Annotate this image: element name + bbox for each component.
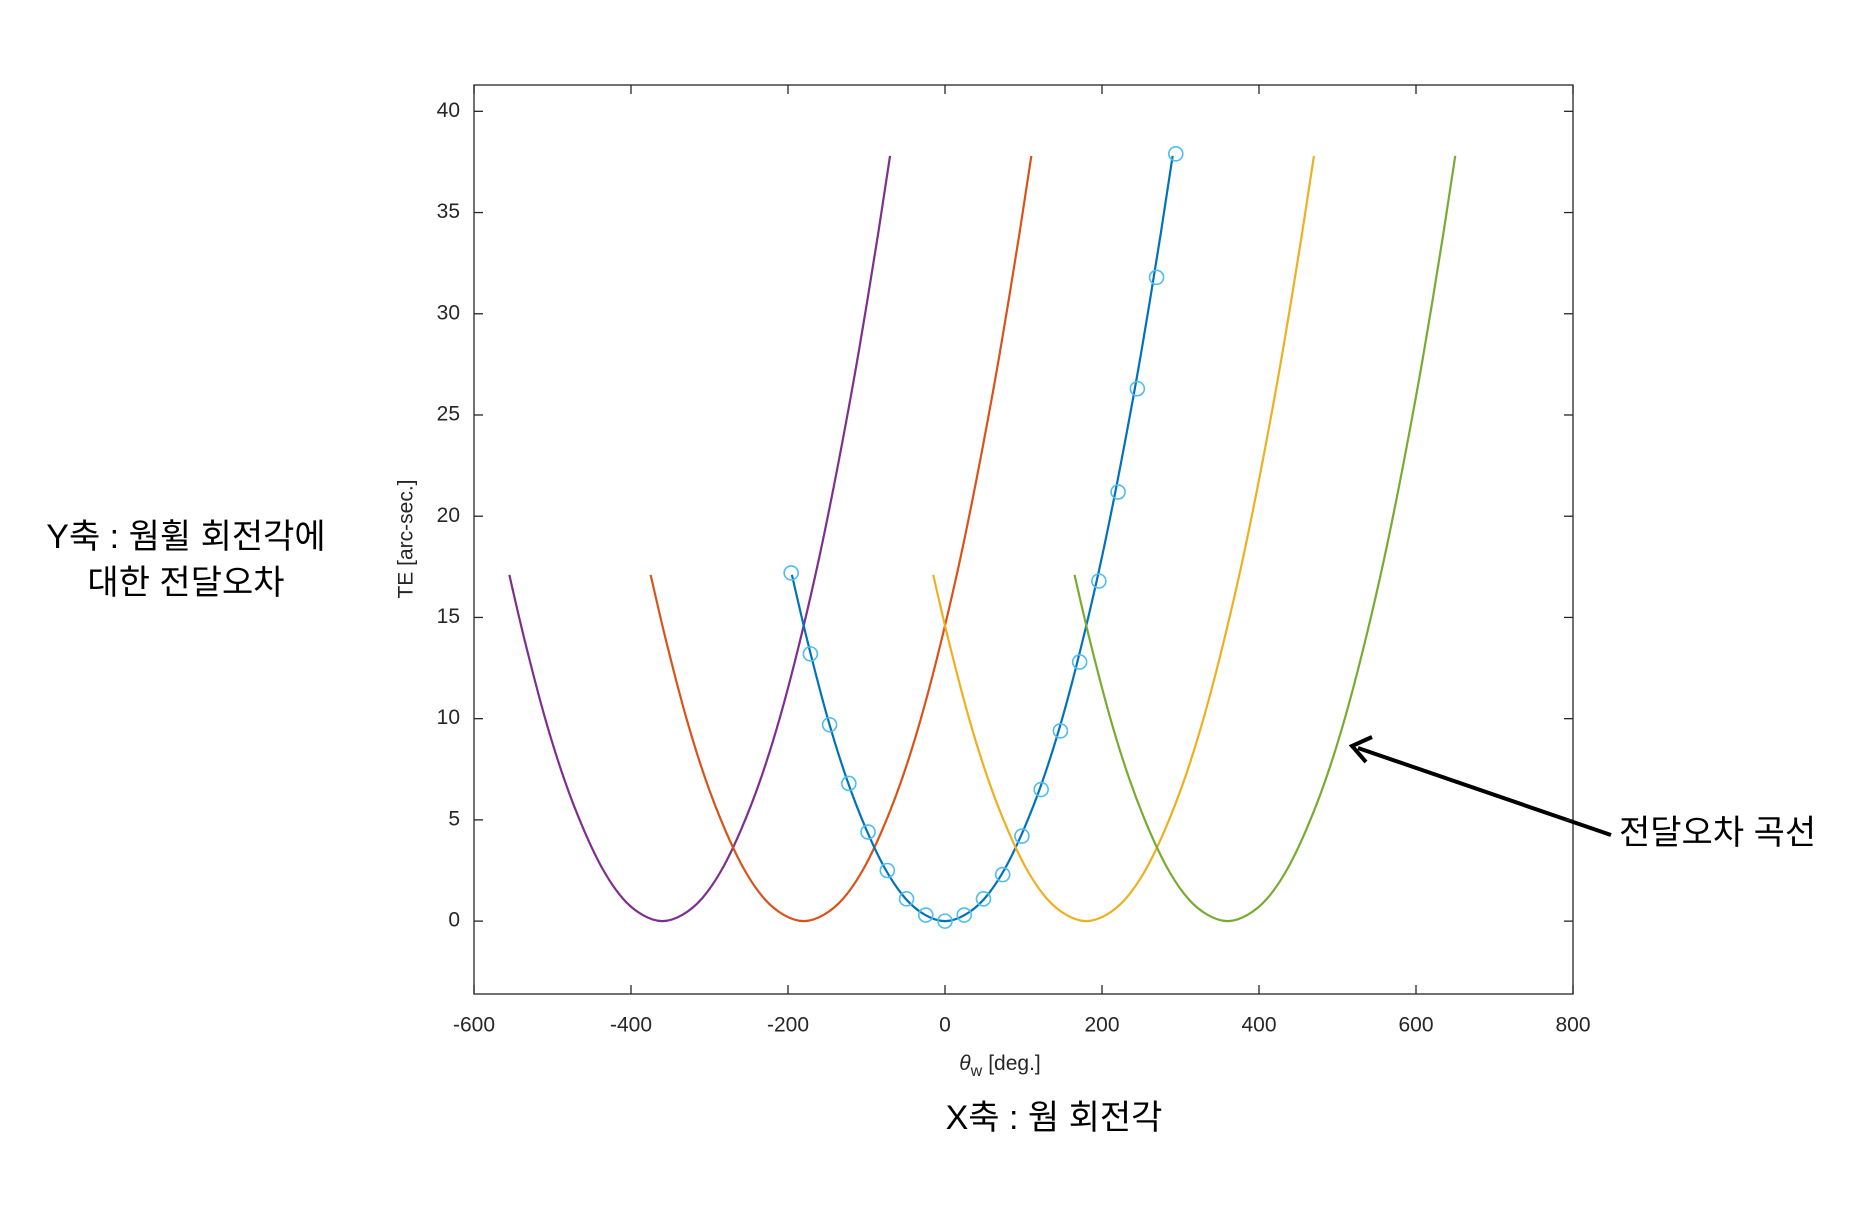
marker bbox=[1110, 484, 1126, 500]
marker bbox=[783, 565, 799, 581]
marker bbox=[860, 824, 876, 840]
y-note-line: Y축 : 웜휠 회전각에 bbox=[46, 518, 325, 556]
plot-area bbox=[473, 84, 1574, 995]
marker bbox=[1148, 269, 1165, 286]
y-tick-label: 15 bbox=[437, 605, 460, 628]
marker bbox=[994, 866, 1011, 883]
marker bbox=[802, 646, 819, 662]
y-tick-label: 0 bbox=[448, 909, 460, 932]
marker bbox=[1167, 146, 1184, 162]
series-line bbox=[508, 155, 892, 923]
x-tick-label: -600 bbox=[453, 1014, 495, 1037]
y-tick-label: 35 bbox=[437, 200, 460, 223]
x-tick-label: 400 bbox=[1241, 1014, 1276, 1037]
curve-note: 전달오차 곡선 bbox=[1619, 814, 1816, 852]
marker bbox=[1033, 781, 1049, 798]
marker bbox=[1091, 573, 1107, 589]
marker bbox=[841, 775, 857, 792]
y-tick-label: 10 bbox=[437, 706, 460, 729]
y-tick-label: 5 bbox=[448, 807, 460, 830]
x-label-unit: [deg.] bbox=[988, 1052, 1041, 1075]
x-tick-label: -200 bbox=[767, 1014, 809, 1037]
x-tick-label: -400 bbox=[610, 1014, 652, 1037]
marker bbox=[1014, 828, 1030, 844]
y-tick-label: 20 bbox=[437, 504, 460, 527]
x-axis-label: θw [deg.] bbox=[959, 1052, 1041, 1081]
x-note: X축 : 웜 회전각 bbox=[946, 1099, 1163, 1137]
marker bbox=[956, 907, 973, 923]
marker bbox=[1129, 380, 1146, 397]
y-axis-label: TE [arc-sec.] bbox=[395, 479, 418, 598]
x-tick-label: 0 bbox=[939, 1014, 951, 1037]
y-tick-label: 40 bbox=[437, 99, 460, 122]
x-tick-label: 200 bbox=[1084, 1014, 1119, 1037]
marker bbox=[879, 862, 896, 879]
x-label-symbol: θ bbox=[959, 1052, 971, 1075]
x-tick-label: 800 bbox=[1555, 1014, 1590, 1037]
x-label-subscript: w bbox=[970, 1063, 983, 1080]
arrow-head bbox=[1348, 735, 1373, 764]
marker bbox=[1052, 723, 1069, 739]
y-tick-label: 25 bbox=[437, 403, 460, 426]
series-line bbox=[790, 155, 1174, 923]
marker bbox=[821, 716, 838, 733]
marker bbox=[975, 891, 992, 907]
series-line bbox=[649, 155, 1033, 923]
series-line bbox=[1073, 155, 1457, 923]
y-tick-label: 30 bbox=[437, 301, 460, 324]
x-tick-label: 600 bbox=[1398, 1014, 1433, 1037]
marker bbox=[898, 891, 915, 907]
marker bbox=[917, 907, 934, 923]
series-line bbox=[932, 155, 1316, 923]
y-note-line: 대한 전달오차 bbox=[87, 564, 284, 602]
marker bbox=[1071, 654, 1088, 670]
marker bbox=[937, 913, 953, 929]
